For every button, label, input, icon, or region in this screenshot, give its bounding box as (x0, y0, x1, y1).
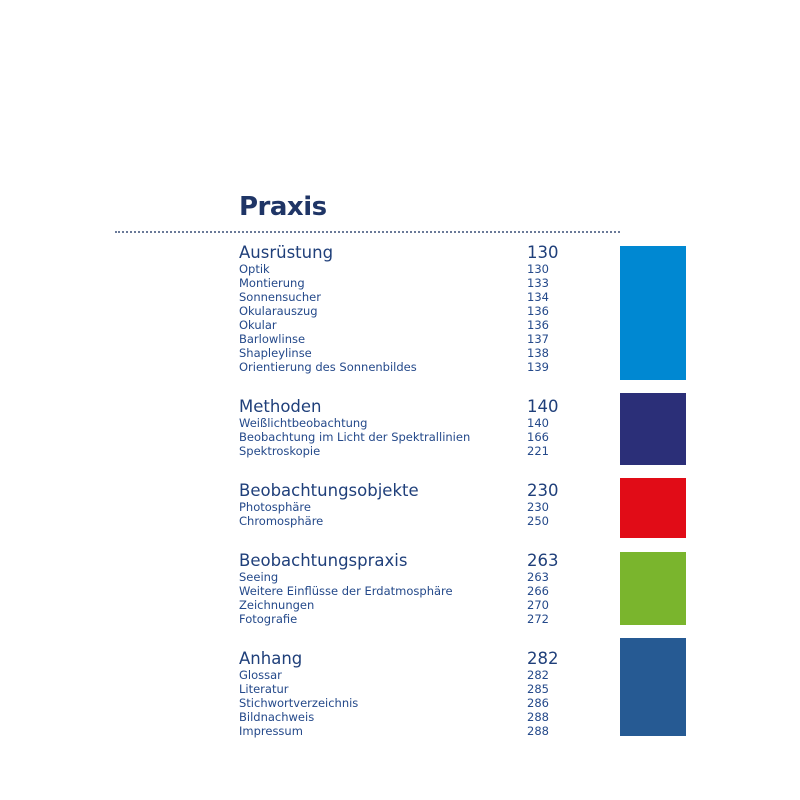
entry-title: Glossar (239, 668, 282, 682)
section-page: 140 (527, 396, 559, 416)
toc-entry[interactable]: Chromosphäre 250 (239, 514, 569, 528)
entry-page: 136 (527, 304, 549, 318)
entry-page: 230 (527, 500, 549, 514)
toc-section: Anhang 282 Glossar 282 Literatur 285 Stichwort… (239, 648, 569, 739)
entry-title: Optik (239, 262, 270, 276)
toc-entry[interactable]: Impressum 288 (239, 724, 569, 738)
entry-page: 138 (527, 346, 549, 360)
entry-page: 166 (527, 430, 549, 444)
toc-section: Beobachtungspraxis 263 Seeing 263 Weitere Ei… (239, 550, 569, 627)
section-color-tab (620, 246, 686, 380)
entry-page: 136 (527, 318, 549, 332)
toc-entry[interactable]: Weißlichtbeobachtung 140 (239, 416, 569, 430)
entry-page: 288 (527, 724, 549, 738)
section-heading[interactable]: Beobachtungspraxis 263 (239, 550, 569, 570)
section-heading[interactable]: Ausrüstung 130 (239, 242, 569, 262)
toc-entry[interactable]: Glossar 282 (239, 668, 569, 682)
toc-entry[interactable]: Okular 136 (239, 318, 569, 332)
entry-page: 285 (527, 682, 549, 696)
entry-title: Impressum (239, 724, 303, 738)
toc-section: Ausrüstung 130 Optik 130 Montierung 133 Sonnen… (239, 242, 569, 375)
toc-entry[interactable]: Zeichnungen 270 (239, 598, 569, 612)
toc-entry[interactable]: Optik 130 (239, 262, 569, 276)
toc-entry[interactable]: Orientierung des Sonnenbildes 139 (239, 360, 569, 374)
entry-title: Orientierung des Sonnenbildes (239, 360, 417, 374)
section-color-tab (620, 552, 686, 625)
entry-title: Seeing (239, 570, 279, 584)
section-title: Ausrüstung (239, 242, 334, 262)
page-title: Praxis (239, 192, 327, 222)
section-heading[interactable]: Anhang 282 (239, 648, 569, 668)
toc-entry[interactable]: Shapleylinse 138 (239, 346, 569, 360)
toc-section: Beobachtungsobjekte 230 Photosphäre 230 Chro… (239, 480, 569, 529)
entry-page: 250 (527, 514, 549, 528)
entry-title: Sonnensucher (239, 290, 321, 304)
toc-entry[interactable]: Bildnachweis 288 (239, 710, 569, 724)
entry-title: Chromosphäre (239, 514, 324, 528)
entry-page: 266 (527, 584, 549, 598)
section-page: 230 (527, 480, 559, 500)
entry-title: Stichwortverzeichnis (239, 696, 359, 710)
toc-entry[interactable]: Fotografie 272 (239, 612, 569, 626)
entry-page: 130 (527, 262, 549, 276)
entry-page: 286 (527, 696, 549, 710)
toc-entry[interactable]: Spektroskopie 221 (239, 444, 569, 458)
section-title: Beobachtungspraxis (239, 550, 408, 570)
toc-entry[interactable]: Beobachtung im Licht der Spektrallinien 1… (239, 430, 569, 444)
section-page: 130 (527, 242, 559, 262)
entry-page: 288 (527, 710, 549, 724)
entry-page: 272 (527, 612, 549, 626)
entry-title: Zeichnungen (239, 598, 315, 612)
section-title: Methoden (239, 396, 322, 416)
entry-title: Okularauszug (239, 304, 318, 318)
entry-page: 270 (527, 598, 549, 612)
section-title: Anhang (239, 648, 303, 668)
toc-entry[interactable]: Montierung 133 (239, 276, 569, 290)
toc-section: Methoden 140 Weißlichtbeobachtung 140 Beobac… (239, 396, 569, 459)
section-heading[interactable]: Beobachtungsobjekte 230 (239, 480, 569, 500)
toc-entry[interactable]: Barlowlinse 137 (239, 332, 569, 346)
entry-page: 282 (527, 668, 549, 682)
toc-entry[interactable]: Okularauszug 136 (239, 304, 569, 318)
entry-page: 263 (527, 570, 549, 584)
entry-title: Bildnachweis (239, 710, 315, 724)
section-title: Beobachtungsobjekte (239, 480, 419, 500)
section-page: 282 (527, 648, 559, 668)
toc-entry[interactable]: Seeing 263 (239, 570, 569, 584)
entry-title: Weißlichtbeobachtung (239, 416, 368, 430)
section-color-tab (620, 638, 686, 736)
section-color-tab (620, 393, 686, 465)
entry-title: Photosphäre (239, 500, 311, 514)
entry-page: 133 (527, 276, 549, 290)
section-heading[interactable]: Methoden 140 (239, 396, 569, 416)
entry-page: 134 (527, 290, 549, 304)
entry-title: Shapleylinse (239, 346, 312, 360)
entry-title: Barlowlinse (239, 332, 306, 346)
entry-page: 221 (527, 444, 549, 458)
entry-title: Literatur (239, 682, 289, 696)
toc-entry[interactable]: Photosphäre 230 (239, 500, 569, 514)
toc-entry[interactable]: Weitere Einflüsse der Erdatmosphäre 266 (239, 584, 569, 598)
entry-title: Fotografie (239, 612, 298, 626)
toc-entry[interactable]: Stichwortverzeichnis 286 (239, 696, 569, 710)
entry-title: Okular (239, 318, 277, 332)
section-page: 263 (527, 550, 559, 570)
entry-page: 137 (527, 332, 549, 346)
entry-title: Montierung (239, 276, 305, 290)
entry-title: Beobachtung im Licht der Spektrallinien (239, 430, 471, 444)
section-color-tab (620, 478, 686, 538)
entry-page: 140 (527, 416, 549, 430)
dotted-divider (115, 231, 620, 233)
entry-title: Spektroskopie (239, 444, 321, 458)
entry-title: Weitere Einflüsse der Erdatmosphäre (239, 584, 453, 598)
entry-page: 139 (527, 360, 549, 374)
toc-entry[interactable]: Literatur 285 (239, 682, 569, 696)
toc-entry[interactable]: Sonnensucher 134 (239, 290, 569, 304)
